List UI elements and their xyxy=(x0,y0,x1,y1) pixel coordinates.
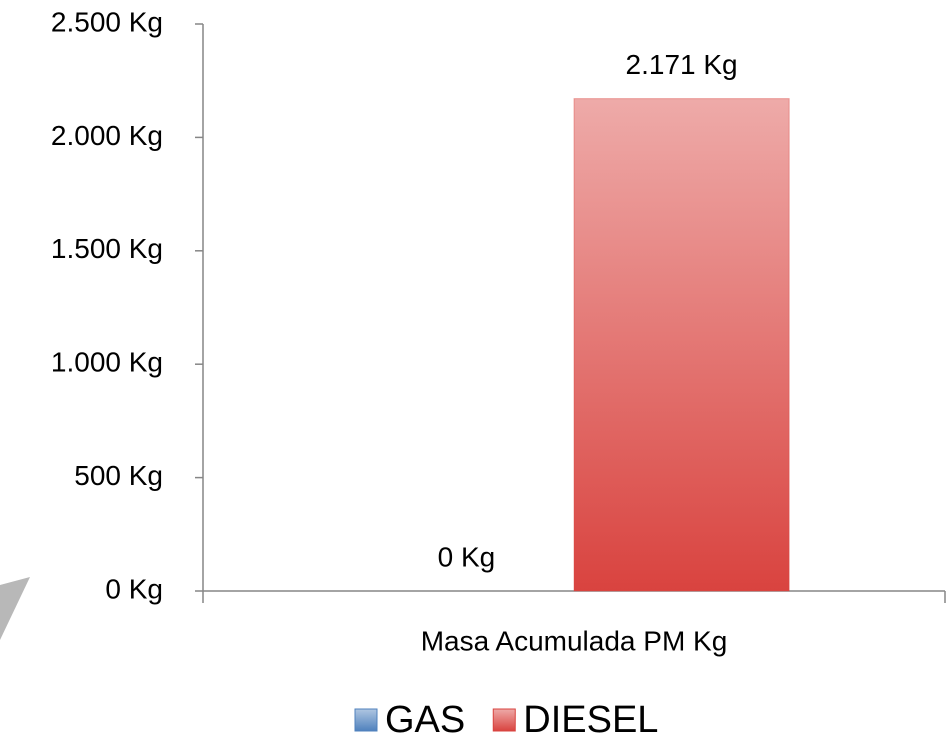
legend-label: GAS xyxy=(385,699,465,741)
decoration xyxy=(0,577,30,640)
legend-swatch xyxy=(354,708,378,732)
y-tick-label: 1.500 Kg xyxy=(51,233,163,264)
y-tick-label: 1.000 Kg xyxy=(51,347,163,378)
legend: GAS DIESEL xyxy=(354,699,658,741)
x-tick-label: Masa Acumulada PM Kg xyxy=(421,625,728,656)
y-tick-label: 2.000 Kg xyxy=(51,120,163,151)
value-label: 0 Kg xyxy=(438,541,496,572)
value-label: 2.171 Kg xyxy=(626,49,738,80)
legend-swatch xyxy=(492,708,516,732)
legend-label: DIESEL xyxy=(523,699,658,741)
y-tick-label: 500 Kg xyxy=(74,460,163,491)
y-tick-label: 2.500 Kg xyxy=(51,6,163,37)
y-tick-label: 0 Kg xyxy=(105,573,163,604)
bar xyxy=(573,98,790,592)
